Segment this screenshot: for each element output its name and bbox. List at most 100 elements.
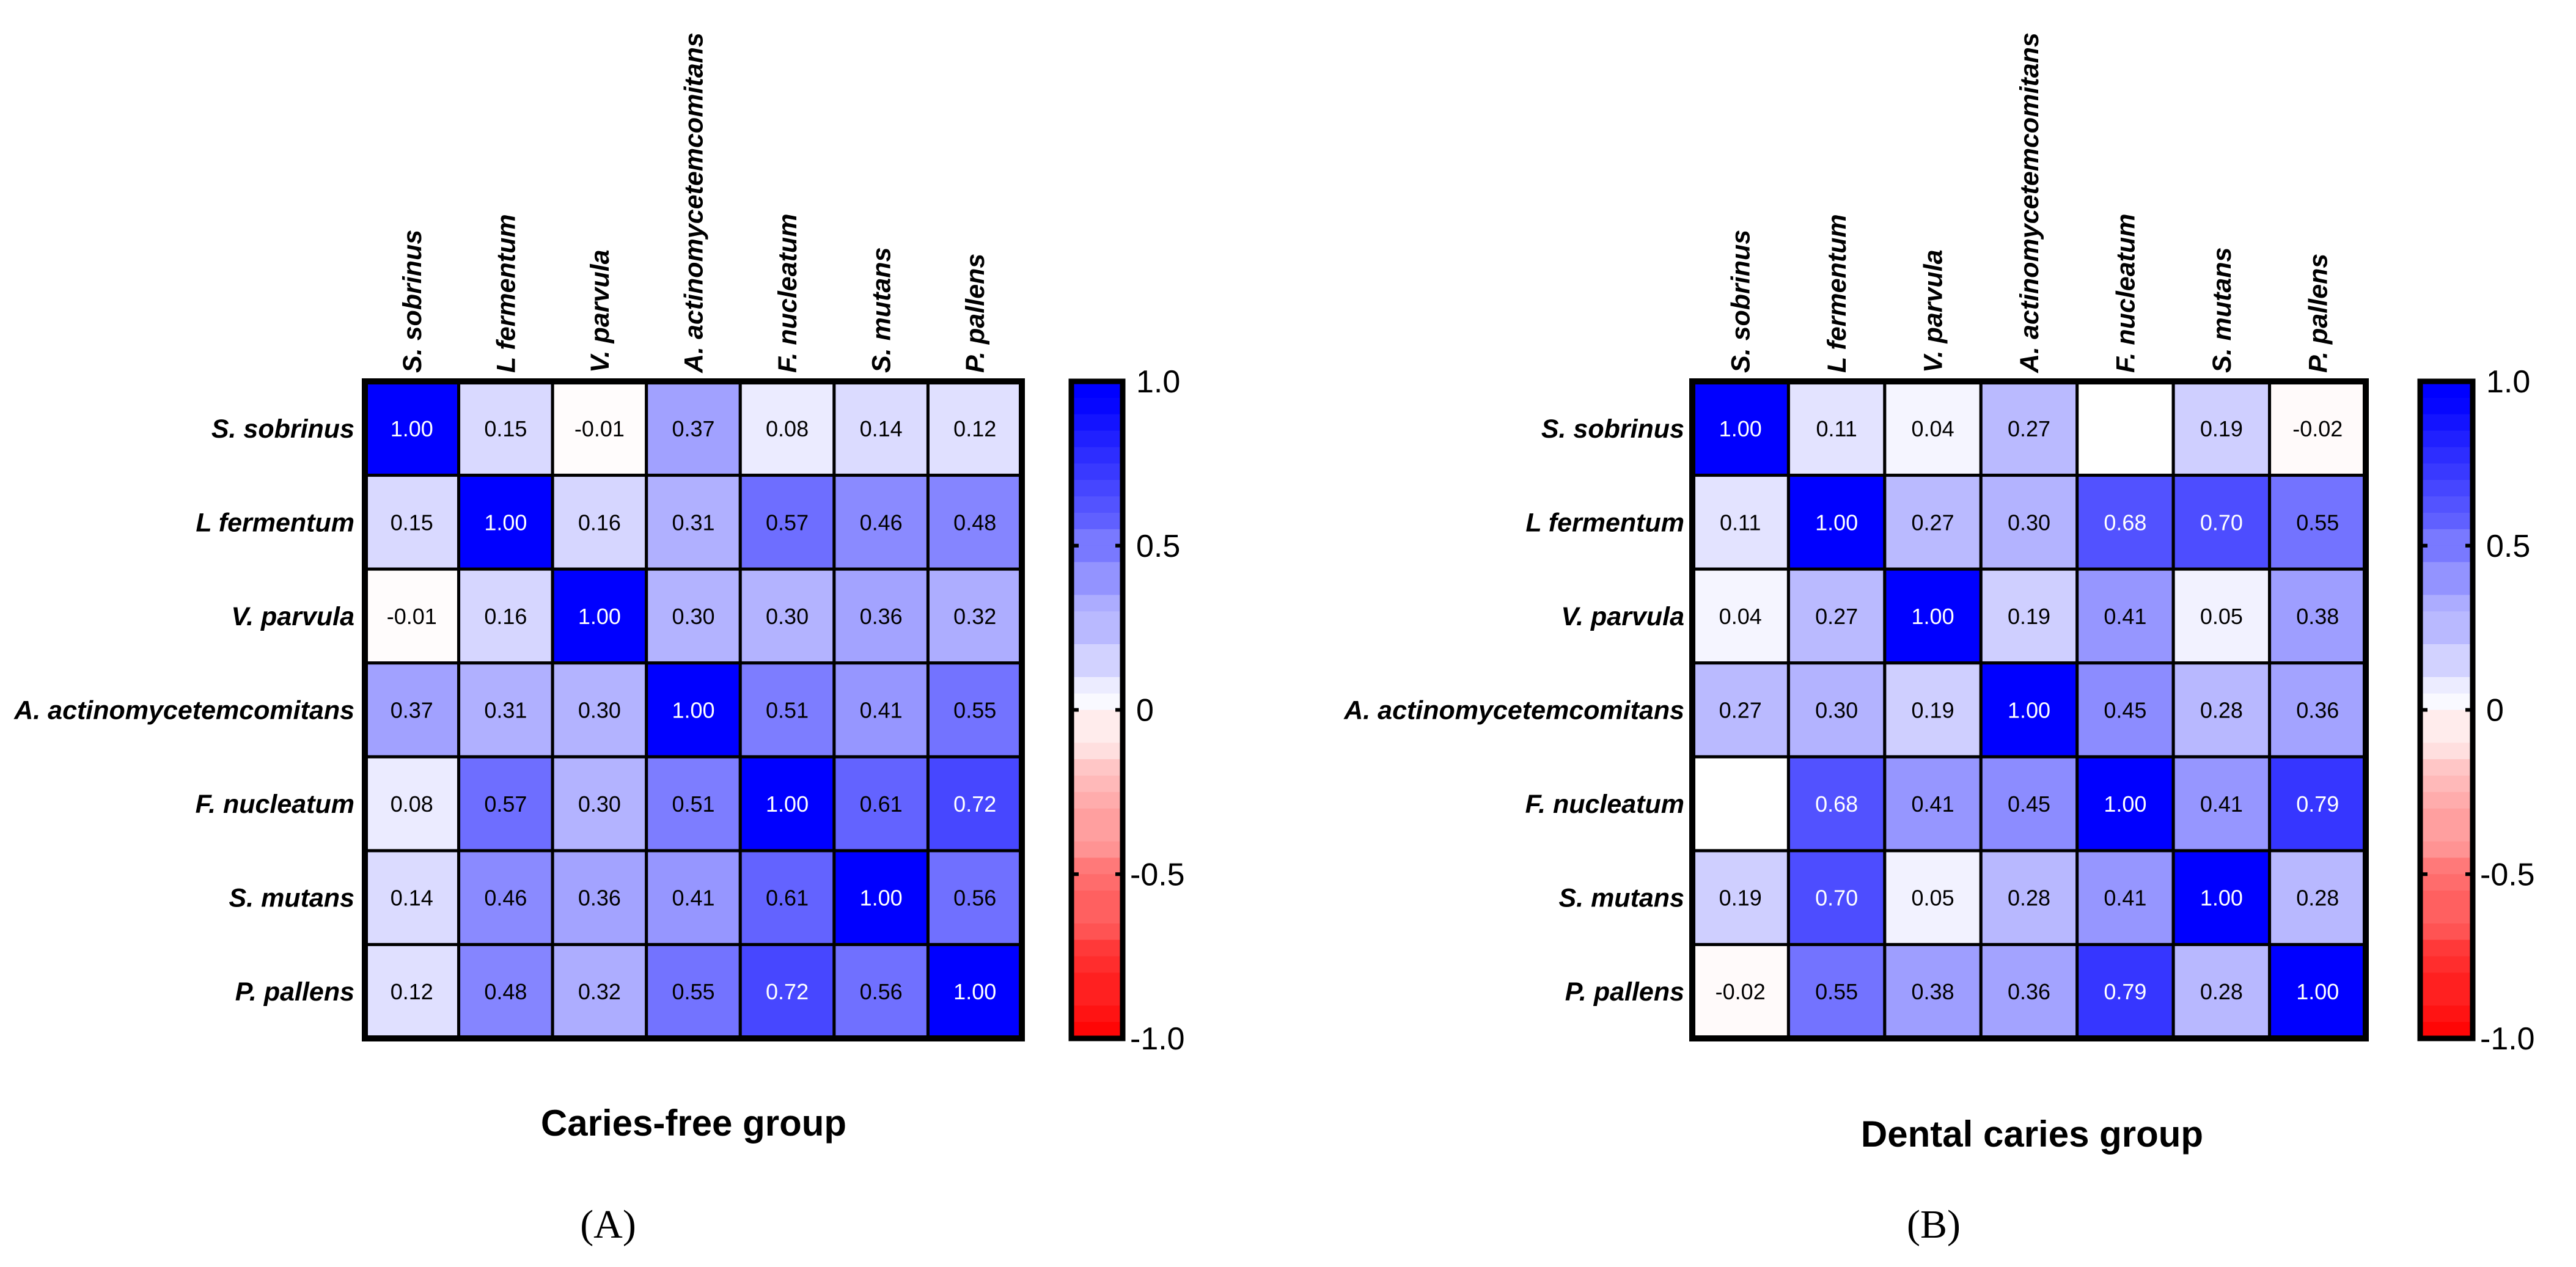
colorbar-band xyxy=(2420,611,2473,628)
heatmap-cell xyxy=(457,567,554,665)
column-label: L fermentum xyxy=(491,214,521,373)
heatmap-border xyxy=(1689,378,2369,1041)
heatmap-cell xyxy=(1786,755,1887,853)
colorbar-band xyxy=(2420,939,2473,957)
colorbar-band xyxy=(2420,791,2473,809)
cell-value-label: 1.00 xyxy=(2200,886,2243,911)
heatmap-cell xyxy=(551,474,648,571)
cell-value-label: 0.30 xyxy=(2008,510,2050,535)
cell-value-label: 0.70 xyxy=(1815,886,1858,911)
colorbar-band xyxy=(1071,529,1123,546)
cell-value-label: 0.12 xyxy=(953,416,996,441)
colorbar-band xyxy=(2420,1005,2473,1023)
heatmap-cell xyxy=(1690,474,1790,571)
cell-value-label: -0.01 xyxy=(574,416,625,441)
cell-value-label: 0.41 xyxy=(1912,791,1954,817)
cell-value-label: 0.51 xyxy=(672,791,714,817)
cell-value-label: 0.27 xyxy=(2008,416,2050,441)
cell-value-label: 0.08 xyxy=(766,416,809,441)
heatmap-cell xyxy=(926,849,1024,946)
colorbar-band xyxy=(2420,693,2473,710)
colorbar-band xyxy=(1071,956,1123,973)
heatmap-cell xyxy=(457,380,554,477)
cell-value-label: 0.36 xyxy=(2008,979,2050,1004)
cell-value-label: 0.61 xyxy=(860,791,903,817)
heatmap-cell xyxy=(363,849,461,946)
heatmap-cell xyxy=(1786,380,1887,477)
cell-value-label: 0.56 xyxy=(860,979,903,1004)
row-label: A. actinomycetemcomitans xyxy=(13,696,354,725)
colorbar: 1.0 0.5 0 -0.5 -1.0 xyxy=(2417,364,2535,1057)
cell-value-label: 0.32 xyxy=(578,979,621,1004)
heatmap-cell xyxy=(1979,942,2079,1040)
cell-value-label: 0.72 xyxy=(953,791,996,817)
cell-value-label: 0.11 xyxy=(1720,510,1761,535)
cell-value-label: 0.28 xyxy=(2008,886,2050,911)
heatmap-cell xyxy=(738,567,836,665)
colorbar-band xyxy=(2420,808,2473,826)
cell-value-label: 0.30 xyxy=(1815,698,1858,723)
cell-value-label: 1.00 xyxy=(1912,604,1954,629)
colorbar-band xyxy=(2420,677,2473,694)
cell-value-label: 1.00 xyxy=(860,886,903,911)
row-label: F. nucleatum xyxy=(1525,790,1684,819)
heatmap-cell xyxy=(1883,942,1983,1040)
heatmap-cell xyxy=(2268,849,2368,946)
colorbar-band xyxy=(1071,989,1123,1006)
cell-value-label: 0.28 xyxy=(2296,886,2339,911)
colorbar-band xyxy=(1071,776,1123,793)
colorbar-band xyxy=(1071,397,1123,415)
colorbar-band xyxy=(2420,545,2473,563)
heatmap-cell xyxy=(457,661,554,758)
colorbar-band xyxy=(1071,841,1123,858)
heatmap-cell xyxy=(832,942,930,1040)
cell-value-label: 0.05 xyxy=(2200,604,2243,629)
cell-value-label: 0.57 xyxy=(766,510,809,535)
cell-value-label: 0.55 xyxy=(1815,979,1858,1004)
heatmap-panel-a: 1.00 0.15 -0.01 0.37 0.08 0.14 0.120.15 1.00 0.1… xyxy=(13,32,1184,1247)
colorbar-tick-label: 1.0 xyxy=(1136,364,1180,400)
cell-value-label: 0.41 xyxy=(2104,886,2146,911)
cell-value-label: 0.32 xyxy=(953,604,996,629)
heatmap-cell xyxy=(1979,755,2079,853)
cell-value-label: 0.04 xyxy=(1912,416,1954,441)
cell-value-label: 0.72 xyxy=(766,979,809,1004)
colorbar-band xyxy=(1071,808,1123,826)
column-label: S. sobrinus xyxy=(398,230,427,373)
heatmap-cell xyxy=(738,942,836,1040)
colorbar-band xyxy=(1071,923,1123,941)
cell-value-label: 0.57 xyxy=(484,791,527,817)
heatmap-cell xyxy=(2171,474,2272,571)
column-label: L fermentum xyxy=(1822,214,1852,373)
heatmap-cell xyxy=(1786,567,1887,665)
heatmap-cell xyxy=(551,755,648,853)
cell-value-label: 0.70 xyxy=(2200,510,2243,535)
cell-value-label: 0.28 xyxy=(2200,698,2243,723)
cell-value-label: 1.00 xyxy=(1719,416,1762,441)
colorbar-band xyxy=(2420,513,2473,530)
colorbar-band xyxy=(2420,463,2473,480)
cell-value-label: 0.15 xyxy=(391,510,433,535)
colorbar-tick-label: -0.5 xyxy=(2480,857,2535,892)
heatmap-cell xyxy=(832,567,930,665)
colorbar-tick-label: -0.5 xyxy=(1130,857,1185,892)
cell-value-label: 1.00 xyxy=(2296,979,2339,1004)
heatmap-cell xyxy=(551,942,648,1040)
cell-value-label: 0.16 xyxy=(578,510,621,535)
cell-value-label: -0.01 xyxy=(387,604,437,629)
colorbar-band xyxy=(2420,644,2473,661)
row-label: A. actinomycetemcomitans xyxy=(1343,696,1684,725)
colorbar-band xyxy=(2420,480,2473,497)
heatmap-cell xyxy=(363,755,461,853)
colorbar-band xyxy=(2420,447,2473,464)
cell-value-label: 0.27 xyxy=(1815,604,1858,629)
heatmap-border xyxy=(362,378,1025,1041)
cell-value-label: 0.38 xyxy=(2296,604,2339,629)
cell-value-label: 0.55 xyxy=(672,979,714,1004)
colorbar-band xyxy=(1071,414,1123,432)
column-label: A. actinomycetemcomitans xyxy=(680,32,709,373)
cell-value-label: 1.00 xyxy=(391,416,433,441)
heatmap-cell xyxy=(2075,474,2175,571)
heatmap-cell xyxy=(1979,661,2079,758)
column-label: P. pallens xyxy=(2303,254,2333,373)
